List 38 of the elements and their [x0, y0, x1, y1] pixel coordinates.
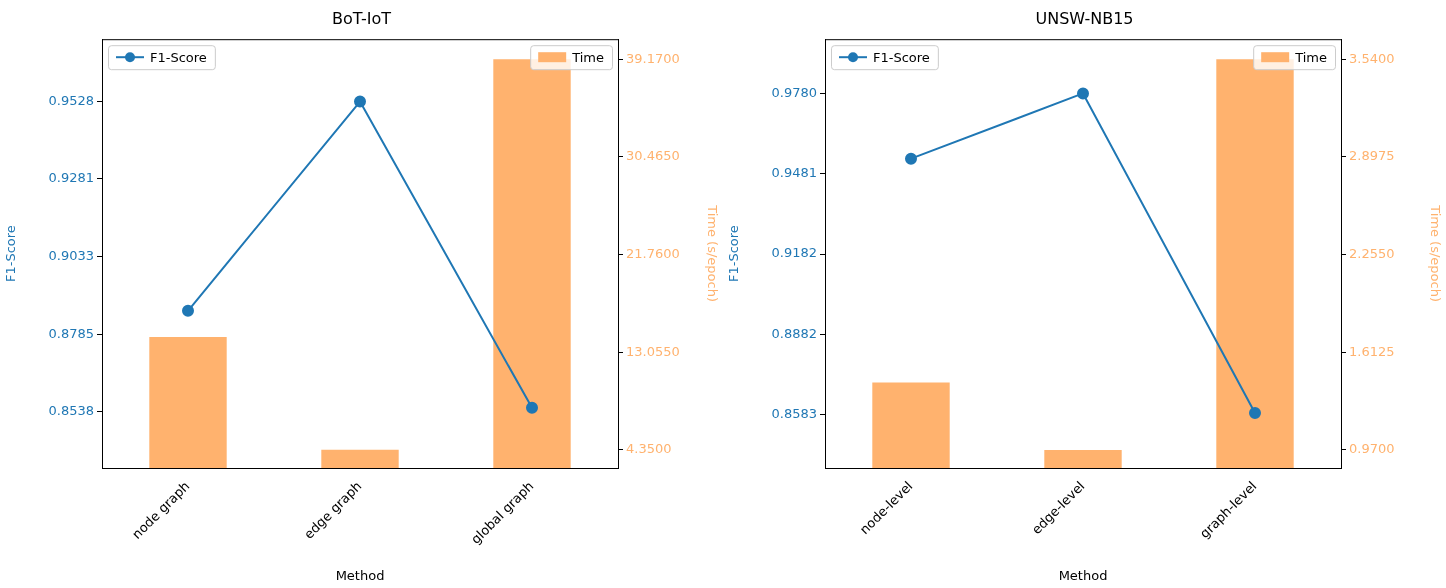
legend-label: Time — [1294, 49, 1328, 65]
y-tick-label: 0.9033 — [48, 247, 94, 263]
y-tick-label: 0.8583 — [771, 406, 817, 422]
y-tick-label: 0.9528 — [48, 92, 94, 108]
point — [526, 401, 538, 414]
y-axis-title: F1-Score — [726, 225, 742, 283]
y2-tick-label: 30.4650 — [626, 148, 680, 164]
y2-tick-label: 2.8975 — [1349, 148, 1395, 164]
y2-tick-label: 2.2550 — [1349, 245, 1395, 261]
y-tick-label: 0.9281 — [48, 170, 94, 186]
y2-tick-label: 13.0550 — [626, 343, 680, 359]
point — [905, 152, 917, 165]
y2-axis-title: Time (s/epoch) — [704, 204, 720, 303]
y2-tick-label: 1.6125 — [1349, 343, 1395, 359]
legend-label: Time — [571, 49, 605, 65]
y-tick-label: 0.9780 — [771, 84, 817, 100]
y-tick-label: 0.8538 — [48, 403, 94, 418]
legend-label: F1-Score — [150, 49, 207, 65]
x-axis-title: Method — [335, 567, 385, 583]
y-tick-label: 0.9182 — [771, 245, 817, 261]
y2-tick-label: 39.1700 — [626, 50, 680, 66]
y2-tick-label: 3.5400 — [1349, 50, 1395, 66]
y-tick-label: 0.9481 — [771, 165, 817, 181]
point — [1077, 87, 1089, 100]
legend-label: F1-Score — [873, 49, 930, 65]
y2-axis-title: Time (s/epoch) — [1427, 204, 1443, 303]
y-tick-label: 0.8785 — [48, 325, 94, 341]
y2-tick-label: 4.3500 — [626, 441, 672, 457]
point — [1249, 406, 1261, 419]
y2-tick-label: 0.9700 — [1349, 441, 1395, 457]
y2-tick-label: 21.7600 — [626, 245, 680, 261]
chart-title: BoT-IoT — [331, 8, 392, 28]
y-tick-label: 0.8882 — [771, 325, 817, 341]
point — [182, 304, 194, 317]
chart-title: UNSW-NB15 — [1035, 8, 1134, 28]
x-axis-title: Method — [1058, 567, 1108, 583]
y-axis-title: F1-Score — [3, 225, 19, 283]
point — [354, 95, 366, 108]
